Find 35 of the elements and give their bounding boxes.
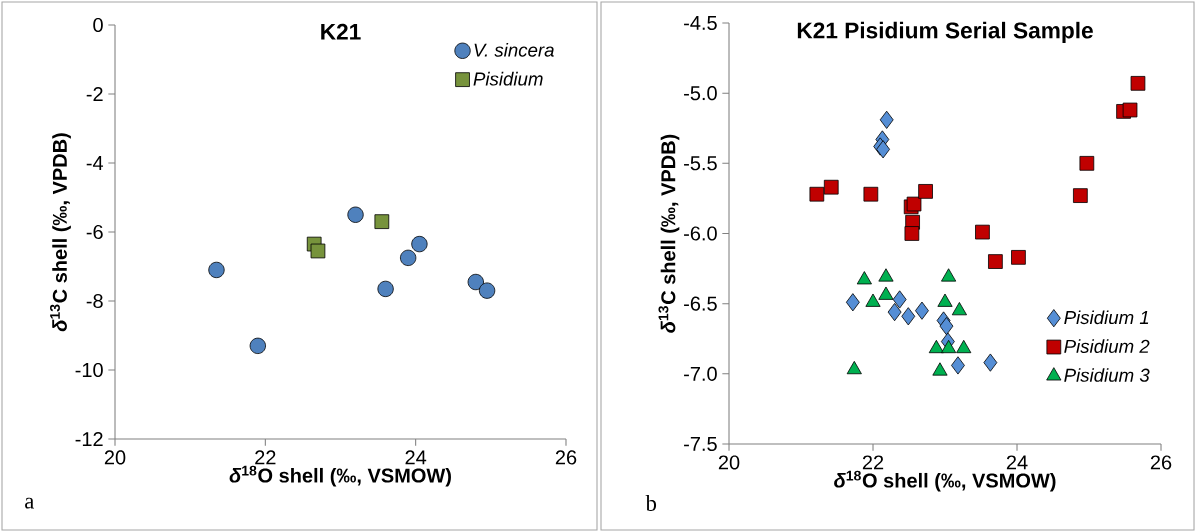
x-tick-label: 26 bbox=[1150, 455, 1172, 470]
x-tick-label: 26 bbox=[555, 450, 577, 465]
y-tick-label: -4.5 bbox=[684, 16, 717, 30]
y-tick-label: -5.0 bbox=[684, 86, 717, 101]
x-tick-label: 24 bbox=[405, 450, 427, 465]
legend-label: Pisidium 3 bbox=[1064, 368, 1150, 382]
y-tick-label: -6.0 bbox=[684, 226, 717, 241]
x-tick-label: 24 bbox=[1006, 455, 1028, 470]
y-tick-label: -6.5 bbox=[684, 296, 717, 311]
chart-title: K21 Pisidium Serial Sample bbox=[797, 21, 1093, 43]
x-tick-label: 20 bbox=[104, 450, 126, 465]
y-tick-label: -10 bbox=[75, 362, 103, 378]
text: a bbox=[25, 497, 35, 509]
x-tick-label: 22 bbox=[255, 450, 276, 465]
legend-label: V. sincera bbox=[474, 43, 554, 57]
y-tick-label: 0 bbox=[93, 17, 103, 33]
chart-title: K21 bbox=[321, 23, 361, 40]
legend-label: Pisidium 1 bbox=[1064, 310, 1149, 325]
legend-label: Pisidium 2 bbox=[1064, 339, 1150, 353]
x-tick-label: 20 bbox=[718, 455, 740, 470]
y-tick-label: -6 bbox=[86, 224, 103, 240]
y-axis-title: δ$^{13}$C shell (‰, VPDB) bbox=[658, 134, 680, 333]
y-tick-label: -7.0 bbox=[684, 366, 717, 381]
y-tick-label: -4 bbox=[86, 156, 104, 170]
y-tick-label: -5.5 bbox=[684, 156, 717, 171]
y-tick-label: -2 bbox=[86, 87, 103, 101]
y-tick-label: -8 bbox=[86, 293, 103, 309]
y-tick-label: -7.5 bbox=[684, 437, 717, 451]
y-axis-title: δ$^{13}$C shell (‰, VPDB) bbox=[50, 133, 71, 332]
x-axis-title: δ$^{18}$O shell (‰, VSMOW) bbox=[229, 465, 451, 487]
y-tick-label: -12 bbox=[75, 432, 103, 446]
x-axis-title: δ$^{18}$O shell (‰, VSMOW) bbox=[834, 470, 1056, 492]
x-tick-label: 22 bbox=[862, 455, 884, 470]
text: b bbox=[645, 494, 657, 511]
legend-label: Pisidium bbox=[473, 71, 543, 86]
